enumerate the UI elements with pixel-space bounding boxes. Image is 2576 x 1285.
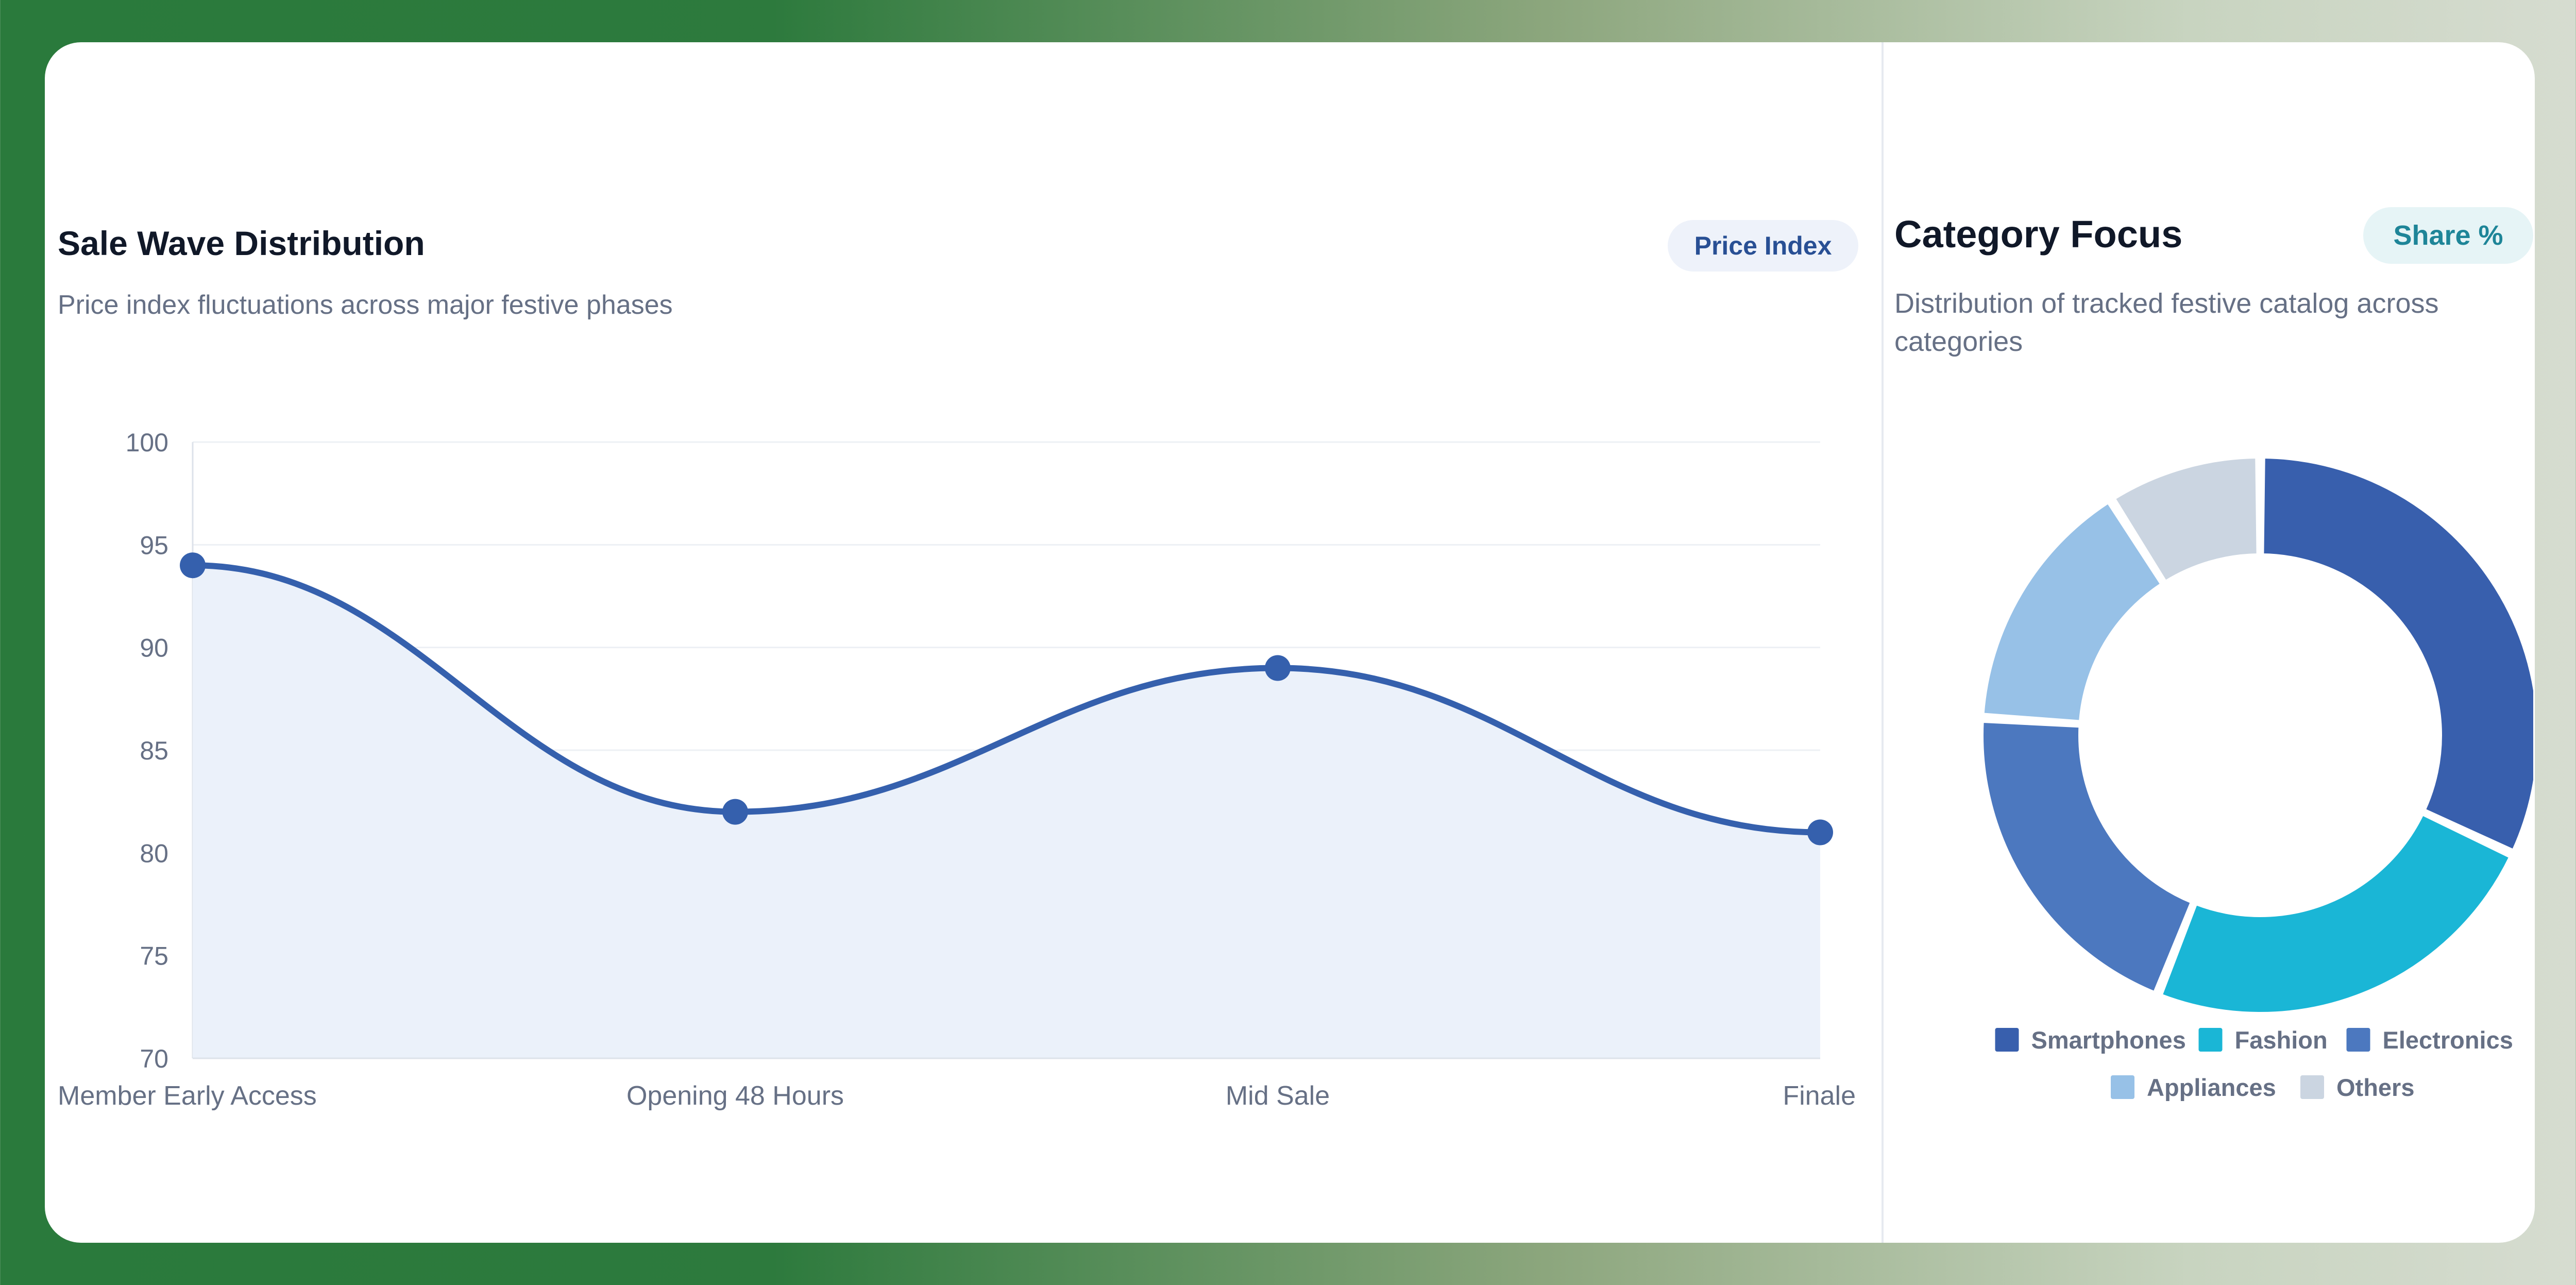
y-tick-label: 100 <box>126 428 168 457</box>
y-tick-label: 80 <box>140 839 168 868</box>
donut-slice <box>2261 455 2533 852</box>
legend-swatch <box>2111 1075 2134 1099</box>
panel-divider <box>1882 42 1884 1243</box>
legend-swatch <box>1995 1028 2019 1052</box>
line-chart-title: Sale Wave Distribution <box>58 224 425 262</box>
data-point <box>180 552 206 579</box>
line-chart-subtitle: Price index fluctuations across major fe… <box>58 290 673 320</box>
donut-slice <box>1980 719 2194 994</box>
y-tick-label: 85 <box>140 736 168 765</box>
legend-swatch <box>2300 1075 2324 1099</box>
x-tick-label: Finale <box>1783 1081 1856 1111</box>
x-tick-label: Mid Sale <box>1226 1081 1330 1111</box>
data-point <box>722 799 748 825</box>
legend-label: Electronics <box>2383 1026 2513 1054</box>
series-line <box>190 562 1823 836</box>
donut-slice <box>2159 812 2512 1015</box>
x-tick-label: Opening 48 Hours <box>626 1081 844 1111</box>
legend-label: Appliances <box>2147 1074 2276 1101</box>
x-tick-label: Member Early Access <box>58 1081 317 1111</box>
donut-chart-title: Category Focus <box>1894 213 2183 256</box>
price-index-badge: Price Index <box>1668 220 1858 272</box>
legend-label: Fashion <box>2235 1026 2328 1054</box>
line-chart: 70 75 80 85 90 95 100 Member Early Access Openin… <box>58 428 1856 1111</box>
legend-swatch <box>2346 1028 2370 1052</box>
legend-label: Others <box>2336 1074 2415 1101</box>
y-tick-label: 95 <box>140 531 168 560</box>
donut-slice <box>1981 500 2163 723</box>
y-tick-label: 70 <box>140 1044 168 1073</box>
data-point <box>1265 655 1291 681</box>
data-point <box>1807 819 1833 846</box>
y-tick-label: 90 <box>140 634 168 663</box>
area-fill <box>193 565 1820 1058</box>
share-percent-badge: Share % <box>2363 207 2533 264</box>
legend-swatch <box>2198 1028 2223 1052</box>
donut-chart-subtitle: Distribution of tracked festive catalog … <box>1894 288 2439 357</box>
y-tick-label: 75 <box>140 942 168 971</box>
legend-label: Smartphones <box>2031 1026 2186 1054</box>
donut-chart: Smartphones Fashion Electronics Appliances O… <box>1980 455 2533 1101</box>
donut-slice <box>2112 455 2260 584</box>
dashboard-card: Sale Wave Distribution Price index fluct… <box>45 42 2535 1243</box>
